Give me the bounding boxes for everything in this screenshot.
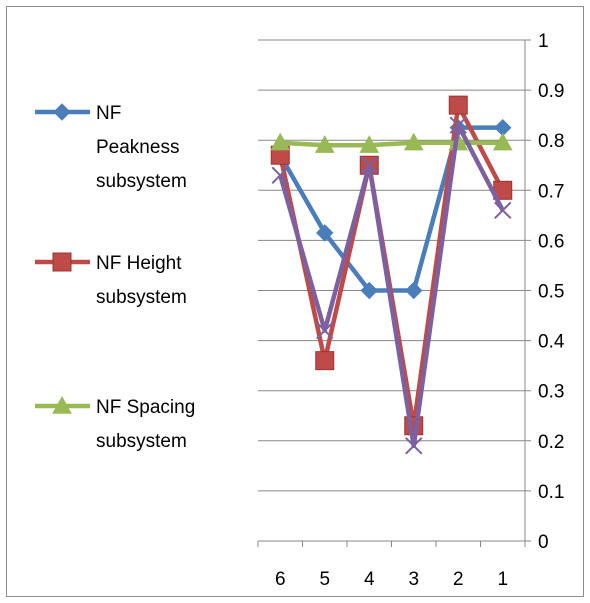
y-tick-label: 0 <box>538 532 549 553</box>
y-tick-label: 0.2 <box>538 432 564 453</box>
x-marker-stroke <box>449 116 467 134</box>
legend-entry-3: NF Spacing subsystem <box>35 395 195 452</box>
data-point <box>405 281 423 300</box>
legend-swatch-marker <box>52 252 72 272</box>
y-tick-label: 0.8 <box>538 131 564 152</box>
x-marker-stroke <box>405 437 423 455</box>
gridlines <box>258 39 531 492</box>
data-point <box>270 132 291 151</box>
x-marker-stroke <box>316 321 334 340</box>
data-point <box>316 224 334 242</box>
x-tick-label: 2 <box>453 569 464 590</box>
x-marker-stroke <box>271 166 289 184</box>
data-point <box>359 135 380 153</box>
y-tick-label: 0.3 <box>538 382 564 403</box>
y-tick-label: 1 <box>538 31 549 52</box>
series-line <box>278 125 503 293</box>
legend-label: NF Height <box>96 253 182 274</box>
x-marker-stroke <box>360 156 378 174</box>
y-tick-label: 0.4 <box>538 332 565 353</box>
data-point <box>403 132 424 151</box>
data-point <box>316 321 334 340</box>
data-point <box>315 351 335 371</box>
legend-label: subsystem <box>96 431 187 452</box>
data-point <box>492 132 513 151</box>
x-tick-label: 5 <box>319 569 330 590</box>
legend-swatch-marker <box>53 103 71 121</box>
y-tick-label: 0.9 <box>538 81 564 102</box>
x-marker-stroke <box>494 201 512 220</box>
legend-label: subsystem <box>96 287 187 308</box>
x-tick-label: 1 <box>497 569 508 590</box>
legend-label: subsystem <box>96 171 187 192</box>
y-tick-label: 0.7 <box>538 181 564 202</box>
data-point <box>360 156 378 174</box>
data-point <box>271 166 289 184</box>
y-tick-label: 0.6 <box>538 231 564 252</box>
data-point <box>314 135 335 153</box>
series-line <box>278 102 505 429</box>
legend-label: NF <box>96 103 121 124</box>
data-point <box>405 437 423 455</box>
legend-label: NF Spacing <box>96 397 195 418</box>
axes: 0 0.1 0.2 0.3 0.4 0.5 0.6 0.7 0.8 0.9 1 6 5 4 3 2 1 <box>257 31 565 590</box>
legend-entry-2: NF Height subsystem <box>35 252 187 308</box>
legend-label: Peakness <box>96 137 179 158</box>
legend-entry-1: NF Peakness subsystem <box>35 103 187 192</box>
y-tick-label: 0.1 <box>538 482 564 503</box>
legend-swatch-marker <box>52 395 72 414</box>
data-point <box>494 201 512 220</box>
x-tick-label: 4 <box>364 569 375 590</box>
y-tick-label: 0.5 <box>538 282 564 303</box>
data-point <box>448 95 468 115</box>
data-point <box>449 116 467 134</box>
series-4 <box>271 116 512 455</box>
x-tick-label: 6 <box>275 569 286 590</box>
chart-frame <box>6 6 584 597</box>
series-line <box>278 122 505 449</box>
series-group <box>270 95 513 455</box>
data-point <box>360 281 378 300</box>
x-tick-label: 3 <box>408 569 419 590</box>
